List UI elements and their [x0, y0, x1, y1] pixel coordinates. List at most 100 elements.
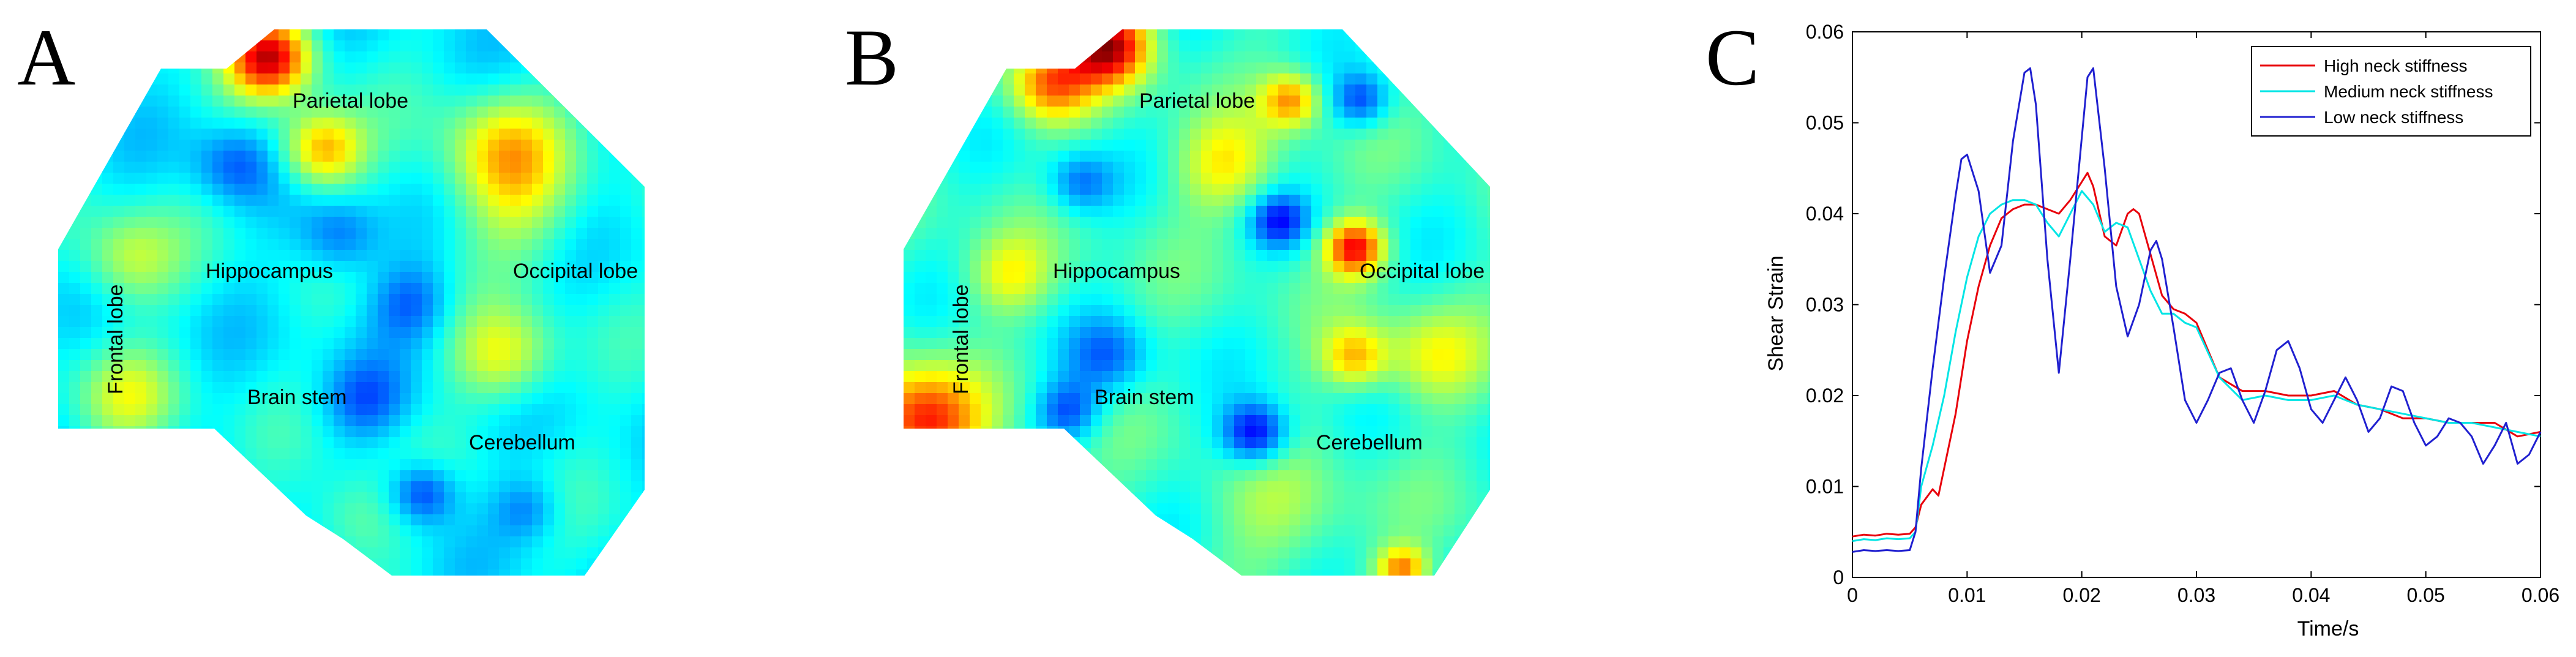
heat-cell: [91, 437, 103, 449]
heat-cell: [554, 51, 566, 63]
heat-cell: [1025, 239, 1036, 250]
heat-cell: [367, 338, 378, 350]
heat-cell: [1289, 40, 1301, 52]
heat-cell: [1135, 415, 1147, 427]
heat-cell: [345, 272, 356, 283]
heat-cell: [113, 437, 125, 449]
heat-cell: [1322, 84, 1334, 96]
heat-cell: [1366, 129, 1378, 140]
heat-cell: [102, 206, 114, 217]
heat-cell: [992, 415, 1003, 427]
heat-cell: [1443, 459, 1455, 471]
heat-cell: [1245, 73, 1257, 85]
heat-cell: [334, 261, 345, 272]
heat-cell: [389, 481, 400, 493]
heat-cell: [1190, 316, 1202, 328]
heat-cell: [91, 415, 103, 427]
heat-cell: [1344, 184, 1356, 195]
heat-cell: [937, 62, 948, 74]
heat-cell: [1069, 415, 1080, 427]
heat-cell: [223, 338, 235, 350]
heat-cell: [1278, 404, 1290, 416]
heat-cell: [256, 107, 268, 118]
heat-cell: [1058, 62, 1069, 74]
heat-cell: [1003, 184, 1014, 195]
heat-cell: [433, 73, 444, 85]
heat-cell: [1003, 250, 1014, 261]
heat-cell: [146, 426, 158, 438]
heat-cell: [135, 459, 147, 471]
heat-cell: [1036, 29, 1047, 41]
heat-cell: [223, 437, 235, 449]
heat-cell: [1432, 272, 1444, 283]
heat-cell: [1201, 305, 1213, 317]
heat-cell: [1432, 84, 1444, 96]
heat-cell: [521, 371, 533, 383]
heat-cell: [279, 228, 290, 239]
heat-cell: [620, 536, 632, 548]
heat-cell: [915, 228, 926, 239]
heat-cell: [1047, 184, 1058, 195]
heat-cell: [124, 261, 136, 272]
heat-cell: [1432, 382, 1444, 394]
heat-cell: [1025, 360, 1036, 372]
heat-cell: [1157, 294, 1169, 306]
heat-cell: [212, 184, 224, 195]
heat-cell: [1410, 228, 1422, 239]
heat-cell: [1135, 151, 1147, 162]
heat-cell: [598, 228, 610, 239]
heat-cell: [1014, 481, 1025, 493]
heat-cell: [521, 51, 533, 63]
heat-cell: [1366, 40, 1378, 52]
heat-cell: [157, 459, 169, 471]
heat-cell: [1157, 206, 1169, 217]
heat-cell: [91, 84, 103, 96]
heat-cell: [1344, 40, 1356, 52]
heat-cell: [1014, 84, 1025, 96]
heat-cell: [477, 415, 489, 427]
heat-cell: [69, 470, 81, 482]
heat-cell: [256, 40, 268, 52]
heat-cell: [1355, 173, 1367, 184]
heat-cell: [576, 73, 588, 85]
heat-cell: [1157, 481, 1169, 493]
heat-cell: [91, 404, 103, 416]
heat-cell: [1488, 140, 1490, 151]
heat-cell: [1157, 162, 1169, 173]
heat-cell: [323, 118, 334, 129]
heat-cell: [312, 514, 323, 526]
heat-cell: [1443, 470, 1455, 482]
heat-cell: [1223, 349, 1235, 361]
heat-cell: [1179, 107, 1191, 118]
heat-cell: [543, 393, 555, 405]
heat-cell: [157, 239, 169, 250]
heat-cell: [1311, 415, 1323, 427]
heat-cell: [1245, 404, 1257, 416]
heat-cell: [422, 96, 433, 107]
heat-cell: [1355, 360, 1367, 372]
heat-cell: [1113, 195, 1125, 206]
heat-cell: [223, 40, 235, 52]
heat-cell: [1212, 261, 1224, 272]
heat-cell: [157, 228, 169, 239]
heat-cell: [1179, 305, 1191, 317]
heat-cell: [1366, 107, 1378, 118]
heat-cell: [1410, 118, 1422, 129]
heat-cell: [1124, 51, 1136, 63]
heat-cell: [1322, 316, 1334, 328]
heat-cell: [1333, 261, 1345, 272]
heat-cell: [1223, 404, 1235, 416]
heat-cell: [422, 107, 433, 118]
heat-cell: [290, 382, 301, 394]
heat-cell: [1069, 261, 1080, 272]
heat-cell: [290, 349, 301, 361]
heat-cell: [234, 261, 246, 272]
heat-cell: [301, 371, 312, 383]
heat-cell: [970, 393, 981, 405]
heat-cell: [1388, 206, 1400, 217]
heat-cell: [113, 316, 125, 328]
heat-cell: [1278, 470, 1290, 482]
heat-cell: [245, 481, 257, 493]
heat-cell: [1102, 404, 1114, 416]
heat-cell: [1003, 73, 1014, 85]
